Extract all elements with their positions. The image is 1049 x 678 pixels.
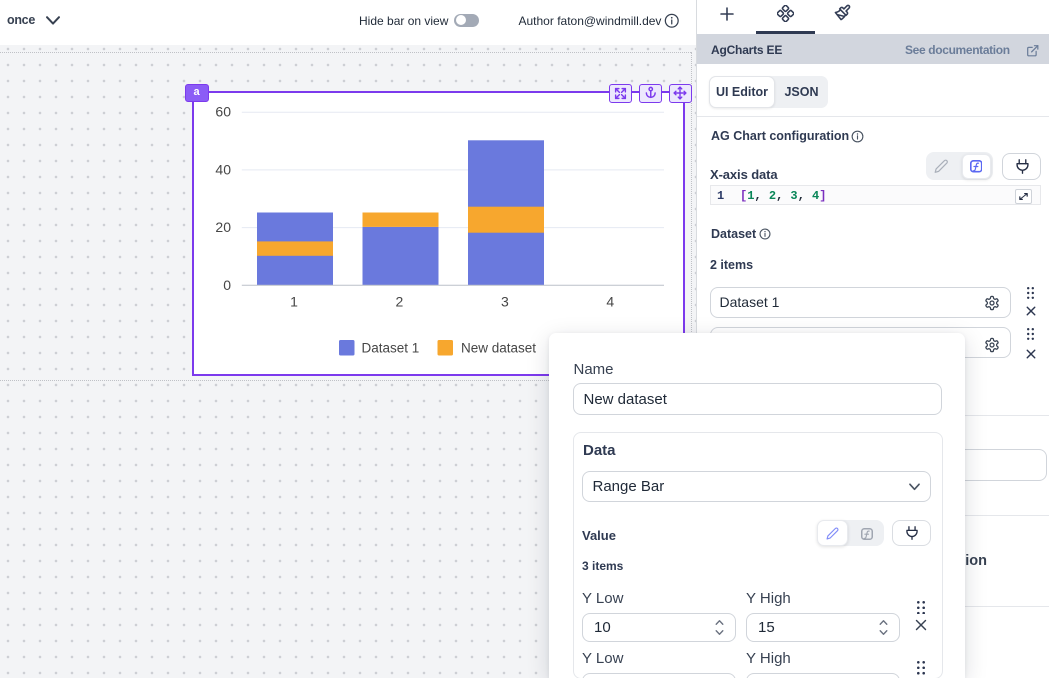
svg-text:20: 20: [215, 219, 231, 235]
svg-text:40: 40: [215, 161, 231, 177]
svg-text:1: 1: [290, 294, 298, 310]
svg-text:New dataset: New dataset: [461, 341, 536, 356]
svg-text:60: 60: [215, 104, 231, 120]
svg-text:Dataset 1: Dataset 1: [362, 341, 420, 356]
svg-text:2: 2: [396, 294, 404, 310]
svg-text:3: 3: [501, 294, 509, 310]
svg-text:0: 0: [223, 277, 231, 293]
svg-text:4: 4: [606, 294, 614, 310]
